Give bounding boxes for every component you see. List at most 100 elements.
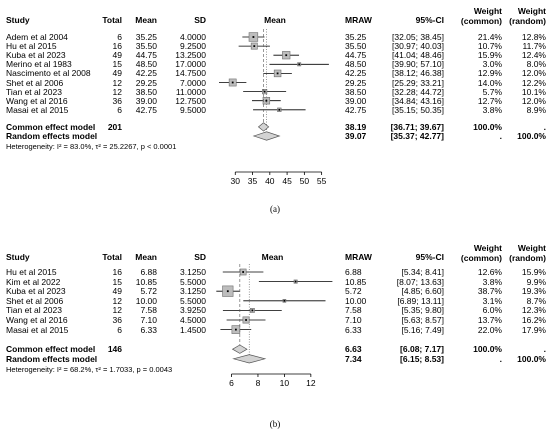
study-total: 15 bbox=[112, 276, 122, 287]
study-ci: [38.12; 46.38] bbox=[392, 68, 444, 79]
study-total: 12 bbox=[112, 86, 122, 97]
study-sd: 1.4500 bbox=[180, 324, 206, 335]
study-total: 36 bbox=[112, 95, 122, 106]
study-mraw: 7.10 bbox=[345, 315, 362, 325]
heterogeneity-text: Heterogeneity: I² = 83.0%, τ² = 25.2267,… bbox=[6, 142, 177, 151]
point-estimate bbox=[276, 72, 279, 75]
study-total: 16 bbox=[112, 267, 122, 277]
forest-plot-a: (a) Study Total Mean SD Mean MRAW 95%-CI Weight … bbox=[6, 6, 546, 214]
study-mean: 5.72 bbox=[140, 286, 157, 297]
x-tick-label: 45 bbox=[282, 176, 292, 186]
header-study: Study bbox=[6, 252, 30, 262]
study-name: Tian et al 2023 bbox=[6, 305, 62, 316]
study-mraw: 39.00 bbox=[345, 95, 367, 106]
study-weight-common: 12.9% bbox=[477, 68, 502, 79]
study-weight-common: 3.8% bbox=[482, 104, 502, 115]
study-weight-common: 3.1% bbox=[482, 295, 502, 306]
study-name: Masai et al 2015 bbox=[6, 104, 69, 115]
heterogeneity-text: Heterogeneity: I² = 68.2%, τ² = 1.7033, … bbox=[6, 364, 173, 374]
common-effect-diamond bbox=[231, 344, 248, 354]
point-estimate bbox=[278, 108, 281, 111]
x-tick-label: 10 bbox=[280, 378, 290, 388]
study-mean: 44.75 bbox=[135, 50, 157, 61]
x-tick-label: 35 bbox=[248, 176, 258, 186]
study-ci: [32.05; 38.45] bbox=[392, 32, 444, 42]
study-weight-random: 17.9% bbox=[521, 324, 546, 335]
study-name: Adem et al 2004 bbox=[6, 32, 68, 42]
study-weight-common: 13.7% bbox=[477, 315, 502, 325]
study-mraw: 35.25 bbox=[345, 32, 367, 42]
header-mraw: MRAW bbox=[345, 252, 372, 262]
random-ci: [35.37; 42.77] bbox=[390, 131, 444, 141]
point-estimate bbox=[231, 81, 234, 84]
study-weight-random: 12.0% bbox=[521, 68, 546, 79]
study-weight-common: 5.7% bbox=[482, 86, 502, 97]
common-weight-random: . bbox=[543, 121, 546, 132]
study-ci: [30.97; 40.03] bbox=[392, 41, 444, 52]
study-ci: [5.63; 8.57] bbox=[401, 315, 444, 325]
header-plot: Mean bbox=[261, 252, 284, 262]
point-estimate bbox=[245, 319, 247, 321]
study-mean: 35.50 bbox=[135, 41, 157, 52]
study-name: Tian et al 2023 bbox=[6, 86, 62, 97]
header-mraw: MRAW bbox=[345, 15, 372, 25]
study-ci: [6.89; 13.11] bbox=[397, 295, 444, 306]
study-mraw: 29.25 bbox=[345, 77, 367, 88]
study-total: 49 bbox=[112, 50, 122, 61]
point-estimate bbox=[283, 299, 286, 302]
forest-plot-b: (b) Study Total Mean SD Mean MRAW 95%-CI Weight … bbox=[0, 216, 550, 432]
study-sd: 17.0000 bbox=[175, 59, 206, 70]
study-name: Kuba et al 2023 bbox=[6, 50, 66, 61]
study-total: 6 bbox=[117, 324, 122, 335]
random-model-label: Random effects model bbox=[6, 353, 98, 364]
study-name: Hu et al 2015 bbox=[6, 41, 57, 52]
study-weight-common: 15.9% bbox=[477, 50, 502, 61]
study-total: 49 bbox=[112, 286, 122, 297]
study-name: Shet et al 2006 bbox=[6, 77, 64, 88]
study-mraw: 48.50 bbox=[345, 59, 367, 70]
study-mraw: 38.50 bbox=[345, 86, 367, 97]
study-total: 12 bbox=[112, 77, 122, 88]
study-mean: 10.00 bbox=[135, 295, 157, 306]
x-tick-label: 6 bbox=[229, 378, 234, 388]
study-mraw: 10.85 bbox=[345, 276, 367, 287]
common-mraw: 6.63 bbox=[345, 344, 362, 355]
header-weight-random: Weight (random) bbox=[509, 6, 546, 26]
study-weight-random: 16.2% bbox=[521, 315, 546, 325]
random-model-label: Random effects model bbox=[6, 131, 98, 141]
random-weight-common: . bbox=[499, 353, 502, 364]
common-ci: [36.71; 39.67] bbox=[390, 121, 444, 132]
point-estimate bbox=[251, 309, 254, 312]
point-estimate bbox=[263, 90, 266, 93]
common-total: 146 bbox=[107, 344, 122, 355]
common-ci: [6.08; 7.17] bbox=[400, 344, 444, 355]
header-study: Study bbox=[6, 15, 30, 25]
study-name: Masai et al 2015 bbox=[6, 324, 69, 335]
study-weight-random: 8.7% bbox=[526, 295, 546, 306]
study-mraw: 42.25 bbox=[345, 68, 367, 79]
point-estimate bbox=[253, 45, 256, 47]
header-mean: Mean bbox=[135, 15, 157, 25]
random-weight-random: 100.0% bbox=[517, 131, 546, 141]
random-mraw: 7.34 bbox=[345, 353, 362, 364]
study-weight-common: 22.0% bbox=[477, 324, 502, 335]
random-effect-diamond bbox=[252, 131, 281, 141]
header-mean: Mean bbox=[135, 252, 157, 262]
study-weight-common: 6.0% bbox=[482, 305, 502, 316]
study-ci: [25.29; 33.21] bbox=[392, 77, 444, 88]
study-name: Kuba et al 2023 bbox=[6, 286, 66, 297]
study-sd: 11.0000 bbox=[175, 86, 206, 97]
study-ci: [5.35; 9.80] bbox=[401, 305, 444, 316]
study-name: Kim et al 2022 bbox=[6, 276, 61, 287]
header-sd: SD bbox=[194, 15, 206, 25]
study-weight-common: 3.8% bbox=[482, 276, 502, 287]
study-ci: [8.07; 13.63] bbox=[396, 276, 444, 287]
study-sd: 3.1250 bbox=[180, 267, 206, 277]
forest-plot-svg: 30 35 40 45 50 55 bbox=[219, 29, 329, 186]
header-plot: Mean bbox=[264, 15, 286, 25]
header-total: Total bbox=[102, 252, 122, 262]
study-weight-common: 3.0% bbox=[482, 59, 502, 70]
study-sd: 9.2500 bbox=[180, 41, 206, 52]
study-name: Wang et al 2016 bbox=[6, 95, 68, 106]
study-mean: 38.50 bbox=[135, 86, 157, 97]
